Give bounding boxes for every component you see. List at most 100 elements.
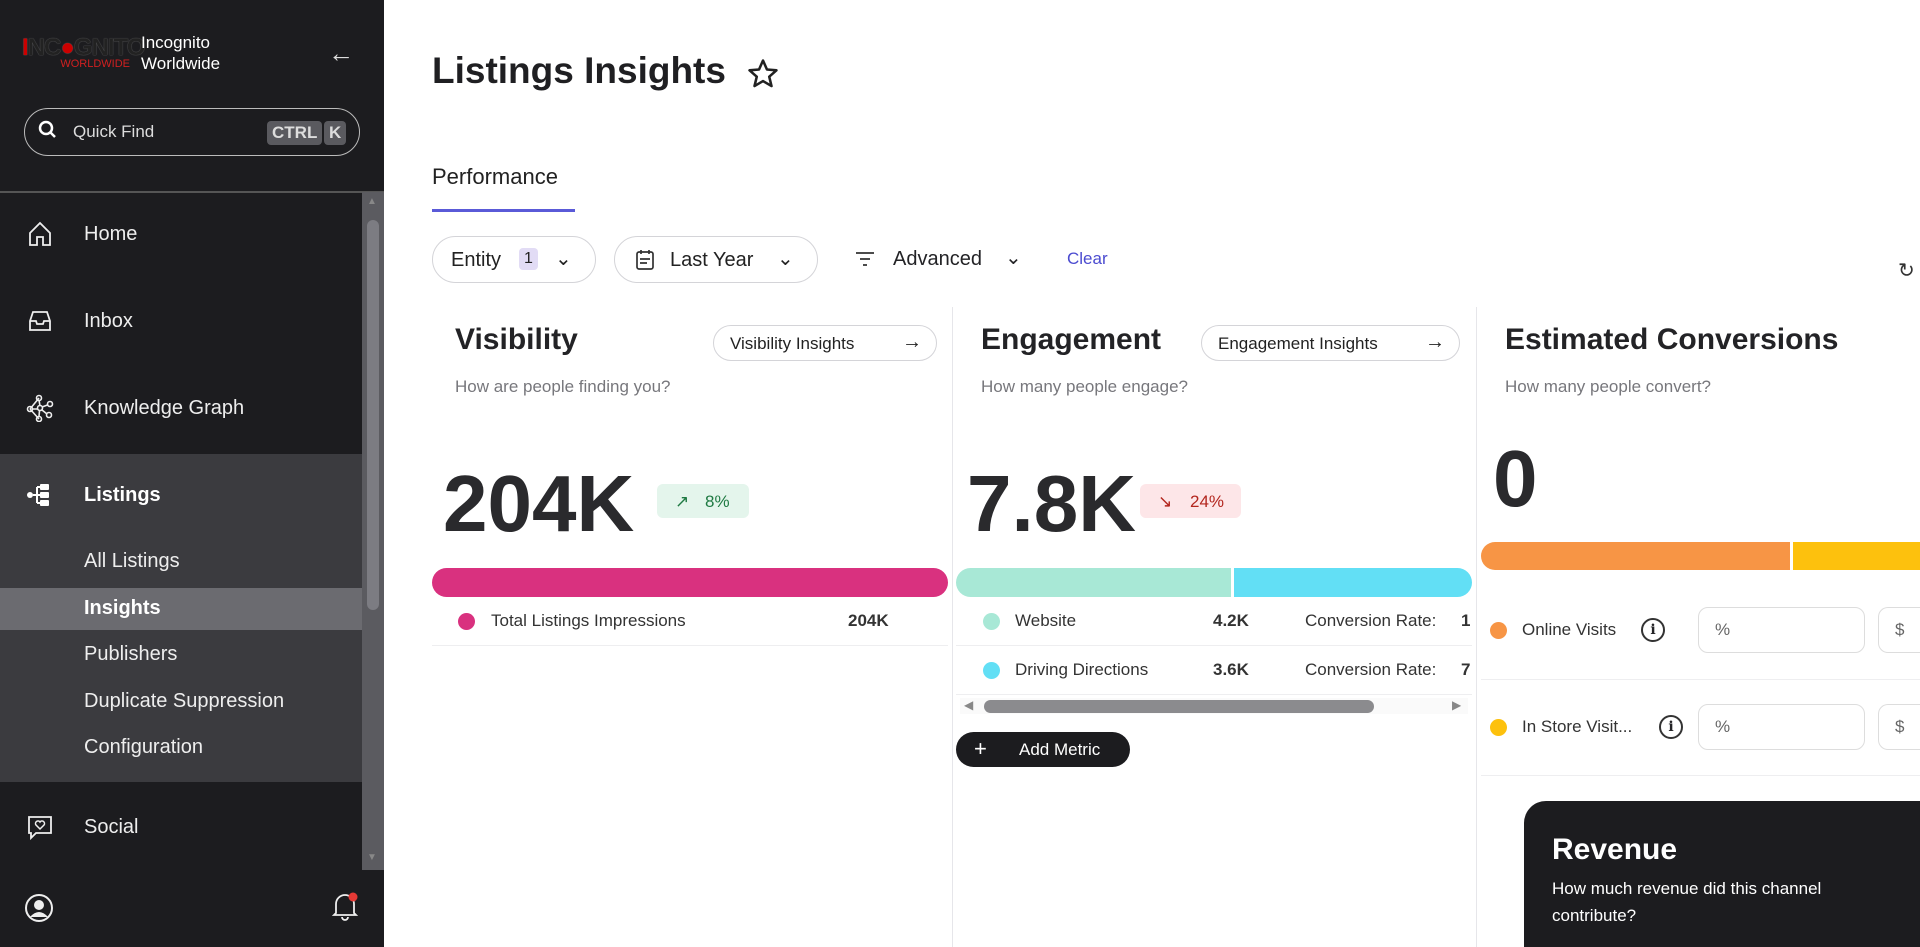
sidebar-divider (0, 191, 384, 193)
arrow-right-icon: → (1425, 331, 1445, 353)
metric-label: Online Visits (1522, 620, 1617, 639)
engagement-metrics-table: Website 4.2K Conversion Rate: 1 Driving … (956, 600, 1472, 714)
legend-dot (1490, 719, 1507, 736)
sidebar-item-social[interactable]: Social (0, 807, 362, 847)
scroll-down-arrow-icon[interactable]: ▼ (367, 852, 377, 863)
trend-down-icon: ↘ (1158, 492, 1173, 511)
add-metric-button[interactable]: + Add Metric (956, 732, 1130, 767)
page-title: Listings Insights (432, 50, 726, 91)
calendar-icon (636, 250, 654, 270)
social-icon (28, 816, 52, 841)
favorite-star-icon[interactable] (746, 57, 780, 91)
row-divider (956, 645, 1472, 646)
entity-count-badge: 1 (519, 248, 538, 270)
sidebar-subitem-configuration[interactable]: Configuration (84, 736, 203, 758)
date-range-label: Last Year (670, 249, 754, 271)
row-divider (1481, 775, 1920, 776)
filter-icon (856, 252, 874, 266)
trend-up-icon: ↗ (675, 492, 690, 511)
legend-dot (458, 613, 475, 630)
in-store-visits-percent-input[interactable]: % (1698, 704, 1865, 750)
scroll-right-arrow-icon[interactable]: ▶ (1452, 698, 1462, 712)
advanced-label: Advanced (893, 248, 982, 270)
engagement-insights-button[interactable]: Engagement Insights → (1201, 325, 1460, 361)
nav-label: Inbox (84, 310, 133, 332)
visibility-insights-label: Visibility Insights (730, 334, 855, 353)
visibility-change-badge: ↗ 8% (657, 484, 749, 518)
input-placeholder: $ (1895, 717, 1905, 736)
online-visits-dollar-input[interactable]: $ (1878, 607, 1920, 653)
add-metric-label: Add Metric (1019, 740, 1101, 759)
card-divider (952, 307, 953, 947)
engagement-subtitle: How many people engage? (981, 377, 1188, 396)
row-divider (956, 694, 1472, 695)
sidebar-item-inbox[interactable]: Inbox (0, 301, 362, 341)
shortcut-k: K (324, 121, 347, 145)
input-placeholder: $ (1895, 620, 1905, 639)
advanced-filter[interactable]: Advanced ⌄ (855, 236, 1035, 283)
listings-icon (27, 484, 49, 506)
conversions-bar-segment-online (1481, 542, 1790, 570)
nav-label: Social (84, 816, 139, 838)
metric-value: 204K (848, 611, 889, 630)
metric-label: In Store Visit... (1522, 717, 1633, 736)
conversion-rate-label: Conversion Rate: (1305, 611, 1437, 630)
home-icon (29, 221, 51, 246)
sidebar-item-knowledge-graph[interactable]: Knowledge Graph (0, 388, 362, 428)
horizontal-scrollbar[interactable]: ◀ ▶ (960, 698, 1468, 714)
conversions-title: Estimated Conversions (1505, 323, 1839, 356)
row-divider (1481, 679, 1920, 680)
notifications-bell-icon[interactable] (330, 890, 360, 922)
metric-value: 3.6K (1213, 660, 1249, 679)
company-logo: INC●GNITO WORLDWIDE (22, 34, 145, 70)
scroll-left-arrow-icon[interactable]: ◀ (964, 698, 974, 712)
visibility-subtitle: How are people finding you? (455, 377, 671, 396)
conversions-subtitle: How many people convert? (1505, 377, 1712, 396)
conversion-rate-value: 1 (1461, 611, 1471, 630)
sidebar-subitem-all-listings[interactable]: All Listings (84, 550, 180, 572)
chevron-down-icon: ⌄ (1005, 247, 1022, 269)
horizontal-scrollbar-thumb[interactable] (984, 700, 1374, 713)
visibility-insights-button[interactable]: Visibility Insights → (713, 325, 937, 361)
engagement-insights-label: Engagement Insights (1218, 334, 1378, 353)
active-tab-indicator (432, 209, 575, 212)
info-icon[interactable]: i (1641, 618, 1665, 642)
nav-label: Home (84, 223, 138, 245)
card-divider (1476, 307, 1477, 947)
scroll-up-arrow-icon[interactable]: ▲ (367, 196, 377, 207)
engagement-bar-segment-website (956, 568, 1231, 597)
conversions-bar-segment-in-store (1793, 542, 1920, 570)
sidebar-item-home[interactable]: Home (0, 214, 362, 254)
clear-filters-link[interactable]: Clear (1067, 249, 1108, 268)
chevron-down-icon: ⌄ (555, 248, 572, 270)
engagement-total: 7.8K (967, 459, 1136, 548)
tab-performance[interactable]: Performance (432, 164, 558, 189)
inbox-icon (29, 311, 51, 331)
conversion-rate-value: 7 (1461, 660, 1471, 679)
arrow-right-icon: → (902, 331, 922, 353)
sidebar-subitem-publishers[interactable]: Publishers (84, 643, 178, 665)
sidebar-scrollbar-thumb[interactable] (367, 220, 379, 610)
user-avatar-icon[interactable] (24, 893, 54, 923)
nav-label: Listings (84, 484, 161, 506)
in-store-visits-dollar-input[interactable]: $ (1878, 704, 1920, 750)
entity-label: Entity (451, 249, 502, 271)
active-item-highlight (0, 588, 362, 630)
online-visits-percent-input[interactable]: % (1698, 607, 1865, 653)
revenue-subtitle: How much revenue did this channel contri… (1552, 879, 1822, 925)
collapse-sidebar-arrow-icon[interactable]: ← (328, 38, 354, 68)
conversion-rate-label: Conversion Rate: (1305, 660, 1437, 679)
knowledge-graph-icon (26, 394, 54, 422)
info-icon[interactable]: i (1659, 715, 1683, 739)
row-divider (432, 645, 948, 646)
date-range-filter[interactable]: Last Year ⌄ (614, 236, 818, 283)
entity-filter[interactable]: Entity 1 ⌄ (432, 236, 596, 283)
sidebar-subitem-duplicate-suppression[interactable]: Duplicate Suppression (84, 690, 285, 712)
change-value: 8% (705, 492, 730, 511)
sidebar-subitem-insights[interactable]: Insights (84, 597, 161, 619)
refresh-icon[interactable]: ↻ (1898, 260, 1915, 282)
shortcut-ctrl: CTRL (267, 121, 323, 145)
revenue-title: Revenue (1552, 833, 1678, 866)
quick-find-input[interactable]: Quick Find CTRL K (24, 108, 360, 156)
sidebar-item-listings[interactable]: Listings (0, 475, 362, 515)
